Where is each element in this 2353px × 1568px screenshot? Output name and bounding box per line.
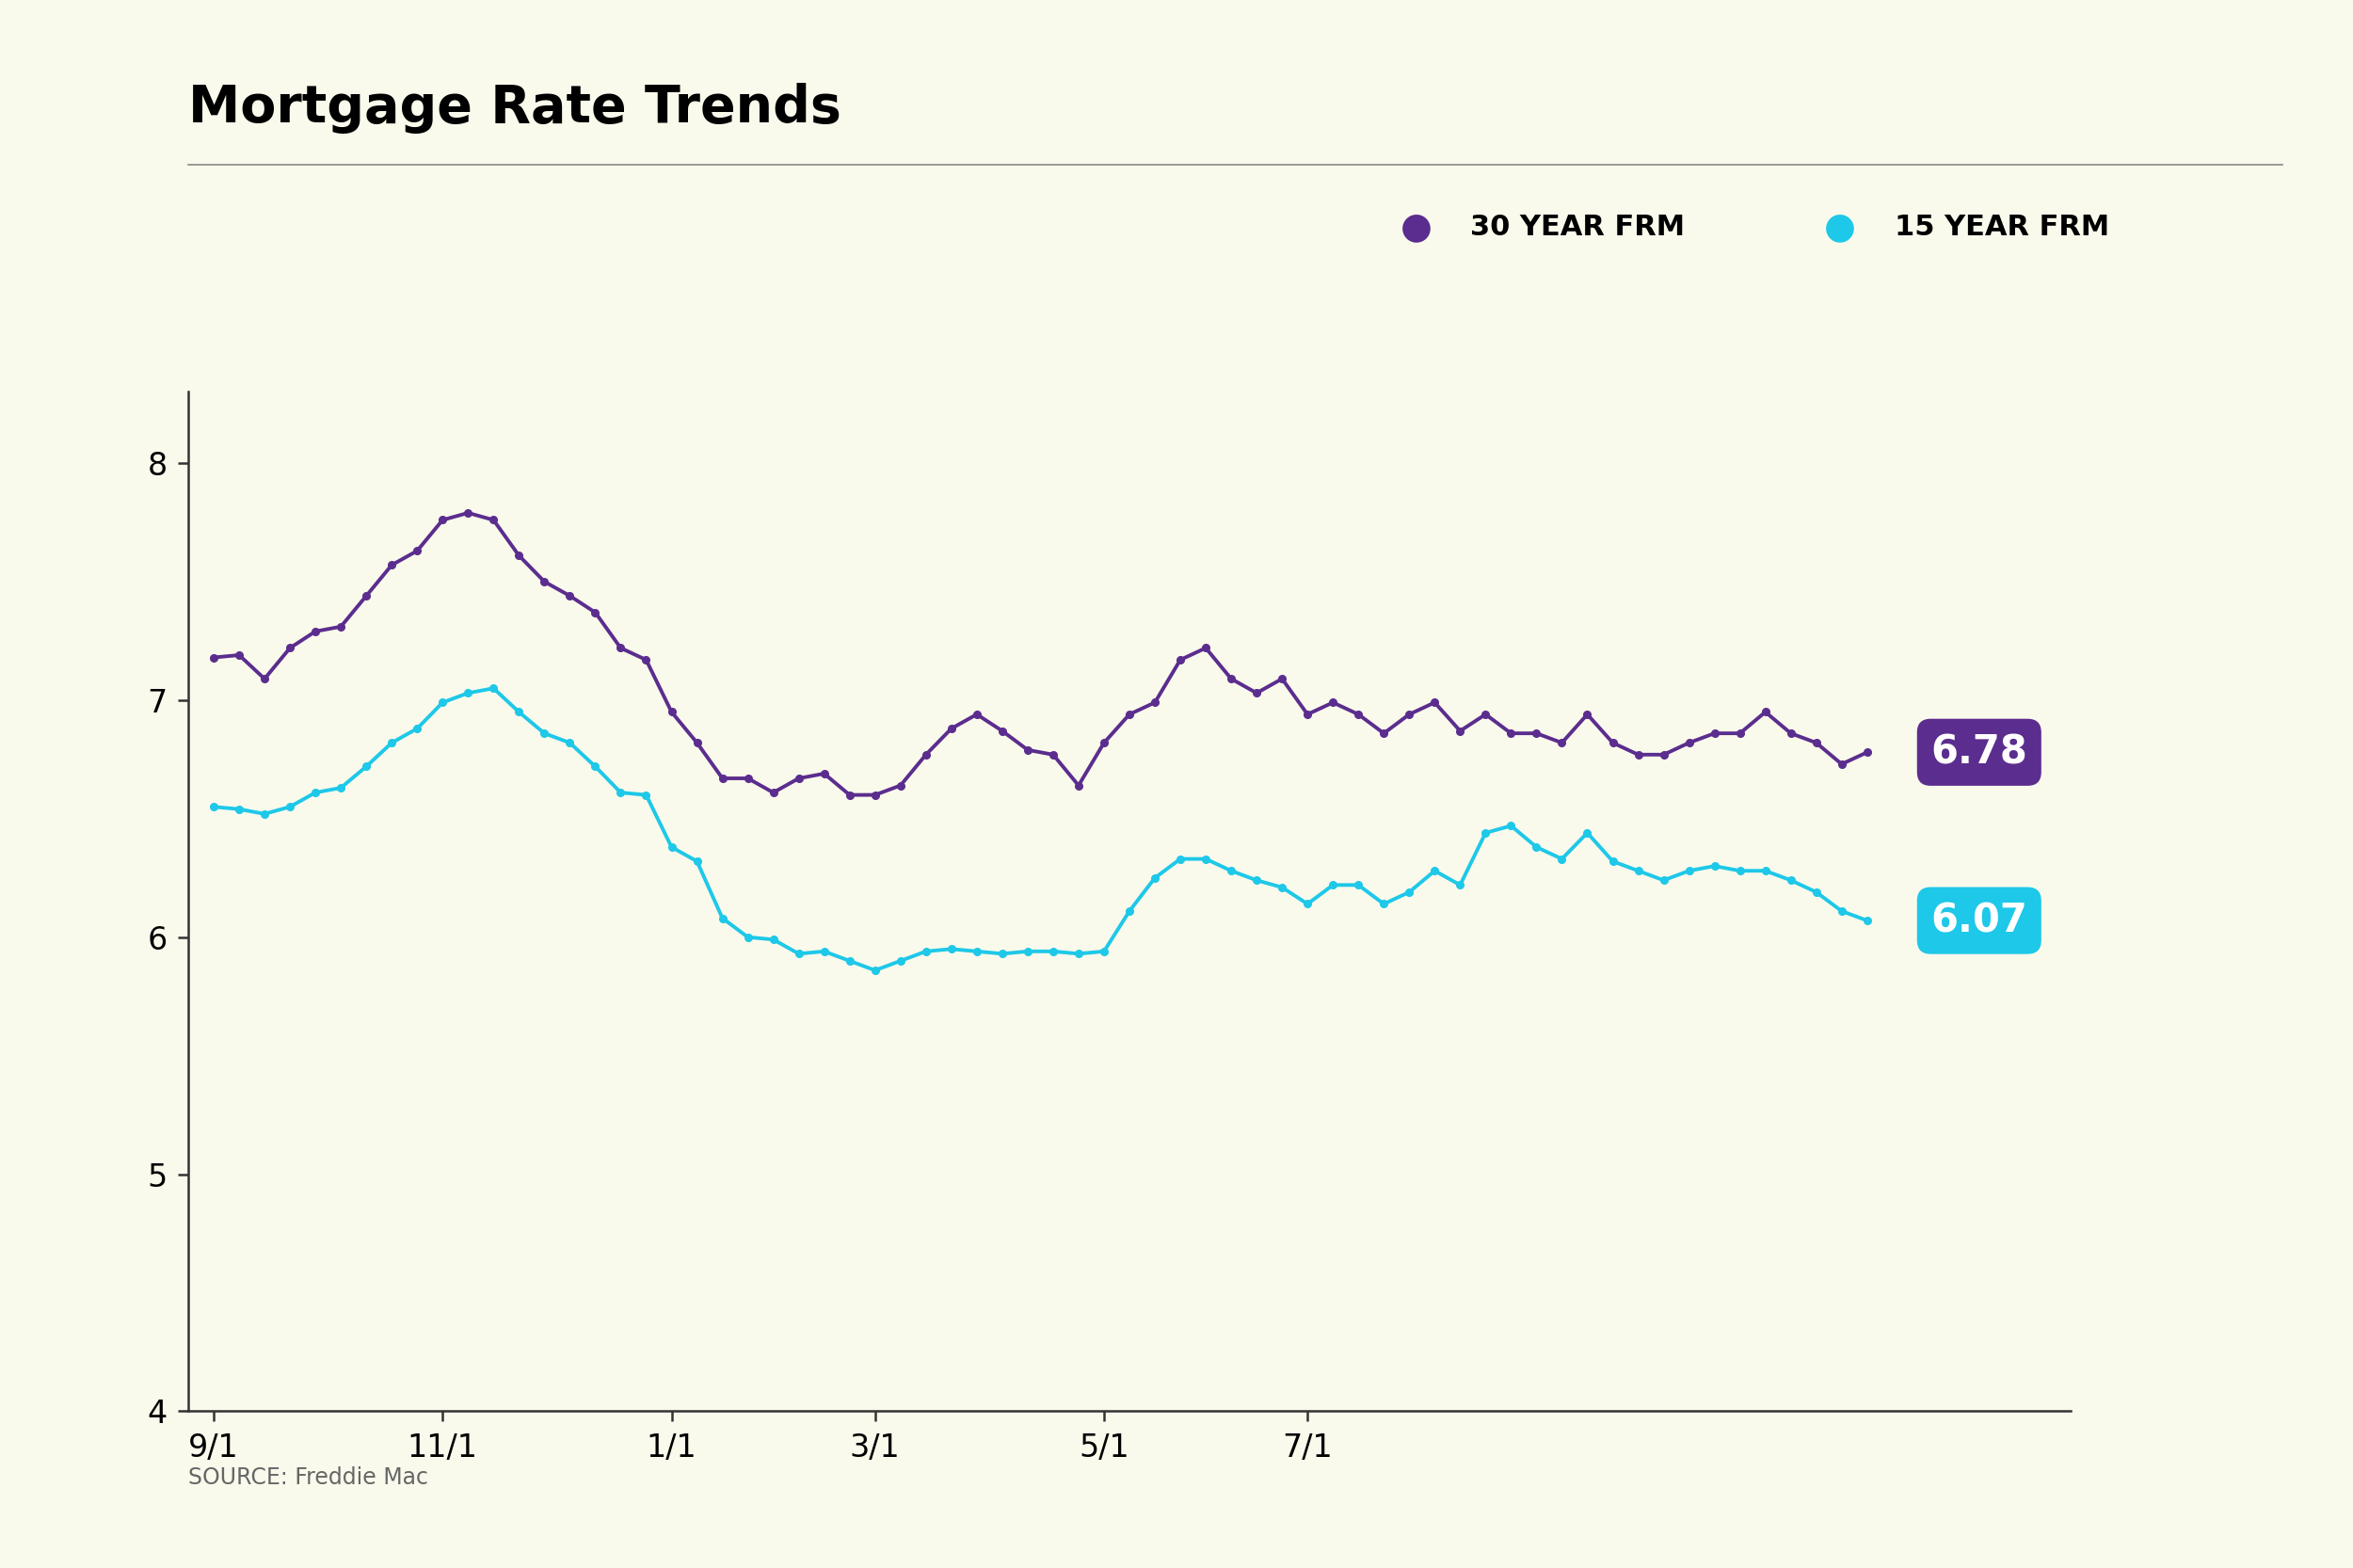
Text: 6.78: 6.78: [1871, 732, 2028, 771]
Text: ●: ●: [1400, 210, 1433, 245]
Text: 15 YEAR FRM: 15 YEAR FRM: [1894, 213, 2108, 241]
Text: 6.07: 6.07: [1871, 900, 2028, 941]
Text: SOURCE: Freddie Mac: SOURCE: Freddie Mac: [188, 1466, 428, 1488]
Text: Mortgage Rate Trends: Mortgage Rate Trends: [188, 83, 842, 133]
Text: 30 YEAR FRM: 30 YEAR FRM: [1471, 213, 1685, 241]
Text: ●: ●: [1824, 210, 1857, 245]
